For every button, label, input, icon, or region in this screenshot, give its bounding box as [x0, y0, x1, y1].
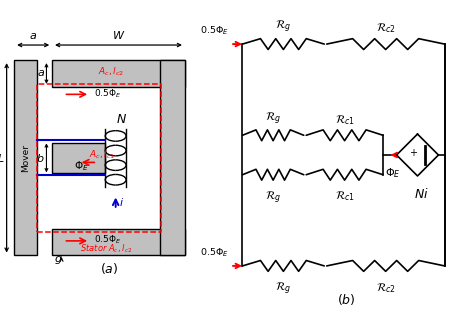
- Text: $a$: $a$: [29, 31, 37, 41]
- Text: Mover: Mover: [21, 144, 30, 172]
- Text: $b$: $b$: [36, 152, 45, 164]
- Text: $\mathcal{R}_{c1}$: $\mathcal{R}_{c1}$: [335, 189, 355, 203]
- Text: $0.5\Phi_E$: $0.5\Phi_E$: [200, 24, 229, 37]
- Text: $A_c, l_{c2}$: $A_c, l_{c2}$: [99, 66, 125, 78]
- Text: $\mathcal{R}_g$: $\mathcal{R}_g$: [275, 19, 292, 35]
- Bar: [52, 229, 185, 255]
- Text: $\Phi_E$: $\Phi_E$: [385, 166, 401, 180]
- Text: $0.5\Phi_E$: $0.5\Phi_E$: [94, 234, 121, 246]
- Text: $\Phi_E$: $\Phi_E$: [74, 159, 89, 173]
- Text: $A_c, l_{c1}$: $A_c, l_{c1}$: [89, 148, 116, 161]
- Text: $N$: $N$: [116, 113, 127, 126]
- Text: $L$: $L$: [0, 152, 5, 164]
- Text: $Ni$: $Ni$: [414, 187, 428, 201]
- Text: $(a)$: $(a)$: [100, 261, 118, 276]
- Bar: [160, 60, 185, 255]
- Text: $\mathcal{R}_g$: $\mathcal{R}_g$: [265, 111, 281, 127]
- Text: $\mathcal{R}_{c2}$: $\mathcal{R}_{c2}$: [375, 22, 396, 35]
- Text: $i$: $i$: [119, 196, 125, 208]
- Text: $\mathcal{R}_{c1}$: $\mathcal{R}_{c1}$: [335, 113, 355, 127]
- Bar: [52, 143, 105, 173]
- Text: $(b)$: $(b)$: [337, 292, 356, 307]
- Text: $W$: $W$: [112, 29, 125, 41]
- Text: $+$: $+$: [409, 147, 418, 158]
- Bar: [14, 60, 37, 255]
- Text: $\mathcal{R}_{c2}$: $\mathcal{R}_{c2}$: [375, 281, 396, 294]
- Text: $a$: $a$: [36, 69, 45, 78]
- Text: $\mathcal{R}_g$: $\mathcal{R}_g$: [275, 281, 292, 297]
- Text: $\mathcal{R}_g$: $\mathcal{R}_g$: [265, 189, 281, 206]
- Text: $g$: $g$: [54, 254, 62, 266]
- Bar: [52, 60, 185, 87]
- Text: Stator $A_c, l_{c2}$: Stator $A_c, l_{c2}$: [80, 243, 132, 255]
- Text: $0.5\Phi_E$: $0.5\Phi_E$: [94, 87, 121, 100]
- Text: $0.5\Phi_E$: $0.5\Phi_E$: [200, 246, 229, 259]
